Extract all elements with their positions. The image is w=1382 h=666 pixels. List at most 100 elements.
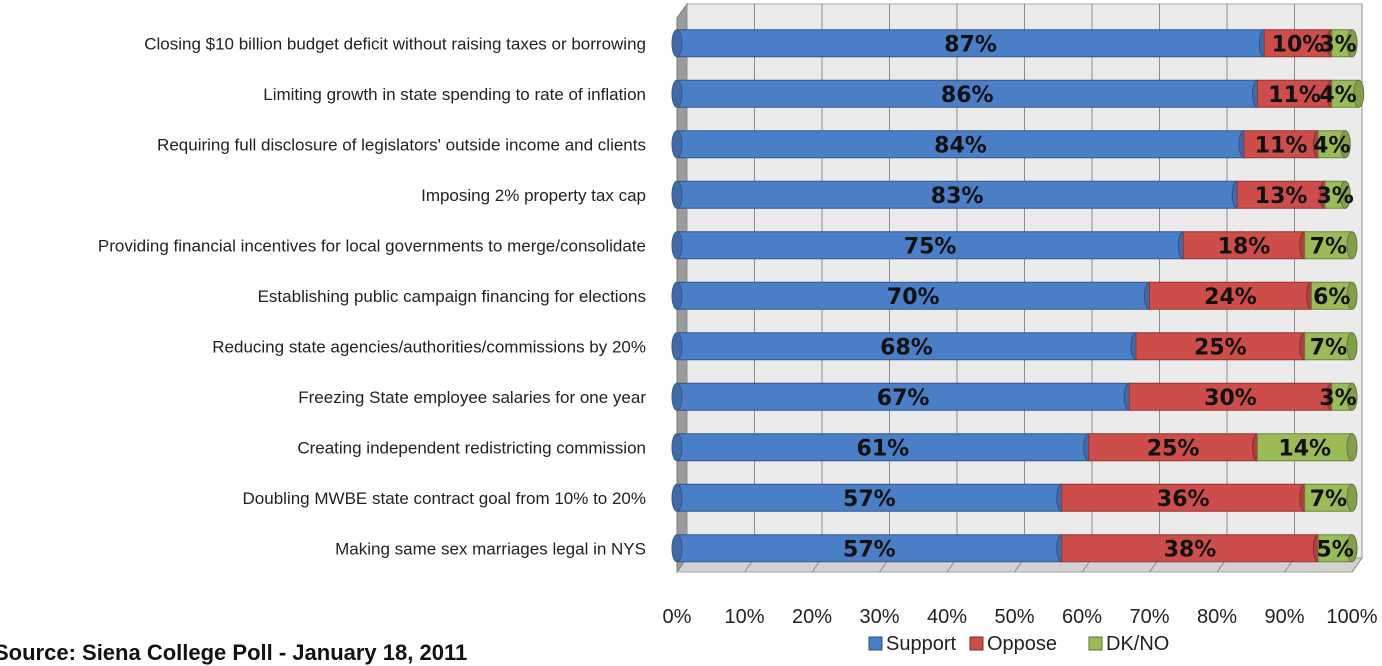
data-label: 4% [1313,133,1350,158]
bar-cap-start [671,332,683,361]
data-label: 3% [1316,184,1353,209]
bar-segment-dkno [1304,332,1353,361]
bar-cap-start [671,180,683,209]
x-tick-label: 50% [994,606,1034,628]
bar-segment-support [676,433,1090,462]
x-axis-ticks: 0% 10% 20% 30% 40% 50% 60% 70% 80% 90% 100% [663,606,1378,628]
bar-segment-oppose [1061,534,1319,563]
x-tick-label: 70% [1129,606,1169,628]
data-label: 7% [1310,335,1347,360]
bar-cap-end [1346,483,1358,512]
data-label: 38% [1164,537,1217,562]
bar-cap-end [1346,281,1358,310]
category-label: Limiting growth in state spending to rat… [263,85,646,104]
bar-segment-oppose [1257,79,1333,108]
bar-segment-oppose [1243,130,1319,159]
bar-cap-start [671,231,683,260]
data-label: 7% [1310,234,1347,259]
data-label: 30% [1204,386,1257,411]
category-label: Creating independent redistricting commi… [297,438,646,457]
x-tick-label: 100% [1326,606,1377,628]
data-label: 3% [1319,32,1356,57]
bar-cap-end [1346,332,1358,361]
data-label: 3% [1319,386,1356,411]
legend-swatch [868,636,883,651]
data-label: 87% [944,32,997,57]
x-tick-label: 90% [1264,606,1304,628]
category-label: Requiring full disclosure of legislators… [157,135,646,154]
bar-cap-end [1353,79,1365,108]
data-label: 7% [1310,487,1347,512]
bar-cap-start [671,534,683,563]
data-label: 61% [857,436,910,461]
legend-label: DK/NO [1106,633,1169,655]
x-tick-label: 0% [663,606,692,628]
data-label: 4% [1319,83,1356,108]
category-label: Providing financial incentives for local… [98,236,646,255]
x-tick-label: 80% [1197,606,1237,628]
bar-segment-oppose [1263,29,1333,58]
x-tick-label: 20% [792,606,832,628]
bar-cap-start [671,483,683,512]
bar-cap-start [671,433,683,462]
data-label: 13% [1255,184,1308,209]
bar-cap-start [671,130,683,159]
bar-cap-end [1346,29,1358,58]
data-label: 68% [880,335,933,360]
bar-cap-start [671,79,683,108]
data-label: 11% [1268,83,1321,108]
bar-segment-oppose [1149,281,1312,310]
bar-segment-support [676,180,1238,209]
floor-gridline [1351,557,1363,573]
bar-segment-dkno [1311,281,1353,310]
legend: Support Oppose DK/NO [868,633,1169,655]
x-tick-label: 60% [1062,606,1102,628]
legend-label: Support [886,633,956,655]
x-tick-label: 30% [859,606,899,628]
bar-cap-end [1346,433,1358,462]
data-label: 25% [1147,436,1200,461]
category-label: Freezing State employee salaries for one… [298,388,646,407]
data-label: 70% [887,285,940,310]
data-label: 24% [1204,285,1257,310]
bars: 87% 10%3%86% 11%4%84% 11% 4%83% 13% 3%75% 18% 7%… [671,29,1365,563]
data-label: 75% [904,234,957,259]
bar-segment-oppose [1061,483,1306,512]
data-label: 36% [1157,487,1210,512]
bar-segment-support [676,534,1063,563]
bar-segment-oppose [1182,231,1306,260]
category-label: Doubling MWBE state contract goal from 1… [243,489,646,508]
data-label: 18% [1218,234,1271,259]
category-label: Establishing public campaign financing f… [258,287,646,306]
data-label: 11% [1255,133,1308,158]
source-note: Source: Siena College Poll - January 18,… [0,640,468,665]
bar-segment-dkno [1304,231,1353,260]
data-label: 57% [843,487,896,512]
data-label: 10% [1272,32,1325,57]
category-label: Reducing state agencies/authorities/comm… [212,337,646,356]
bar-cap-end [1346,382,1358,411]
bar-cap-start [671,382,683,411]
bar-cap-end [1346,231,1358,260]
data-label: 84% [934,133,987,158]
data-label: 67% [877,386,930,411]
legend-label: Oppose [987,633,1057,655]
bar-segment-dkno [1317,534,1353,563]
data-label: 57% [843,537,896,562]
category-label: Making same sex marriages legal in NYS [335,539,646,558]
bar-cap-end [1346,534,1358,563]
bar-segment-support [676,483,1063,512]
bar-segment-support [676,332,1137,361]
data-label: 14% [1278,436,1331,461]
bar-cap-start [671,281,683,310]
data-label: 5% [1316,537,1353,562]
x-tick-label: 40% [927,606,967,628]
bar-segment-support [676,130,1245,159]
data-label: 6% [1313,285,1350,310]
bar-cap-end [1339,130,1351,159]
bar-segment-support [676,231,1184,260]
legend-swatch [969,636,984,651]
bar-segment-dkno [1257,433,1353,462]
x-tick-label: 10% [724,606,764,628]
